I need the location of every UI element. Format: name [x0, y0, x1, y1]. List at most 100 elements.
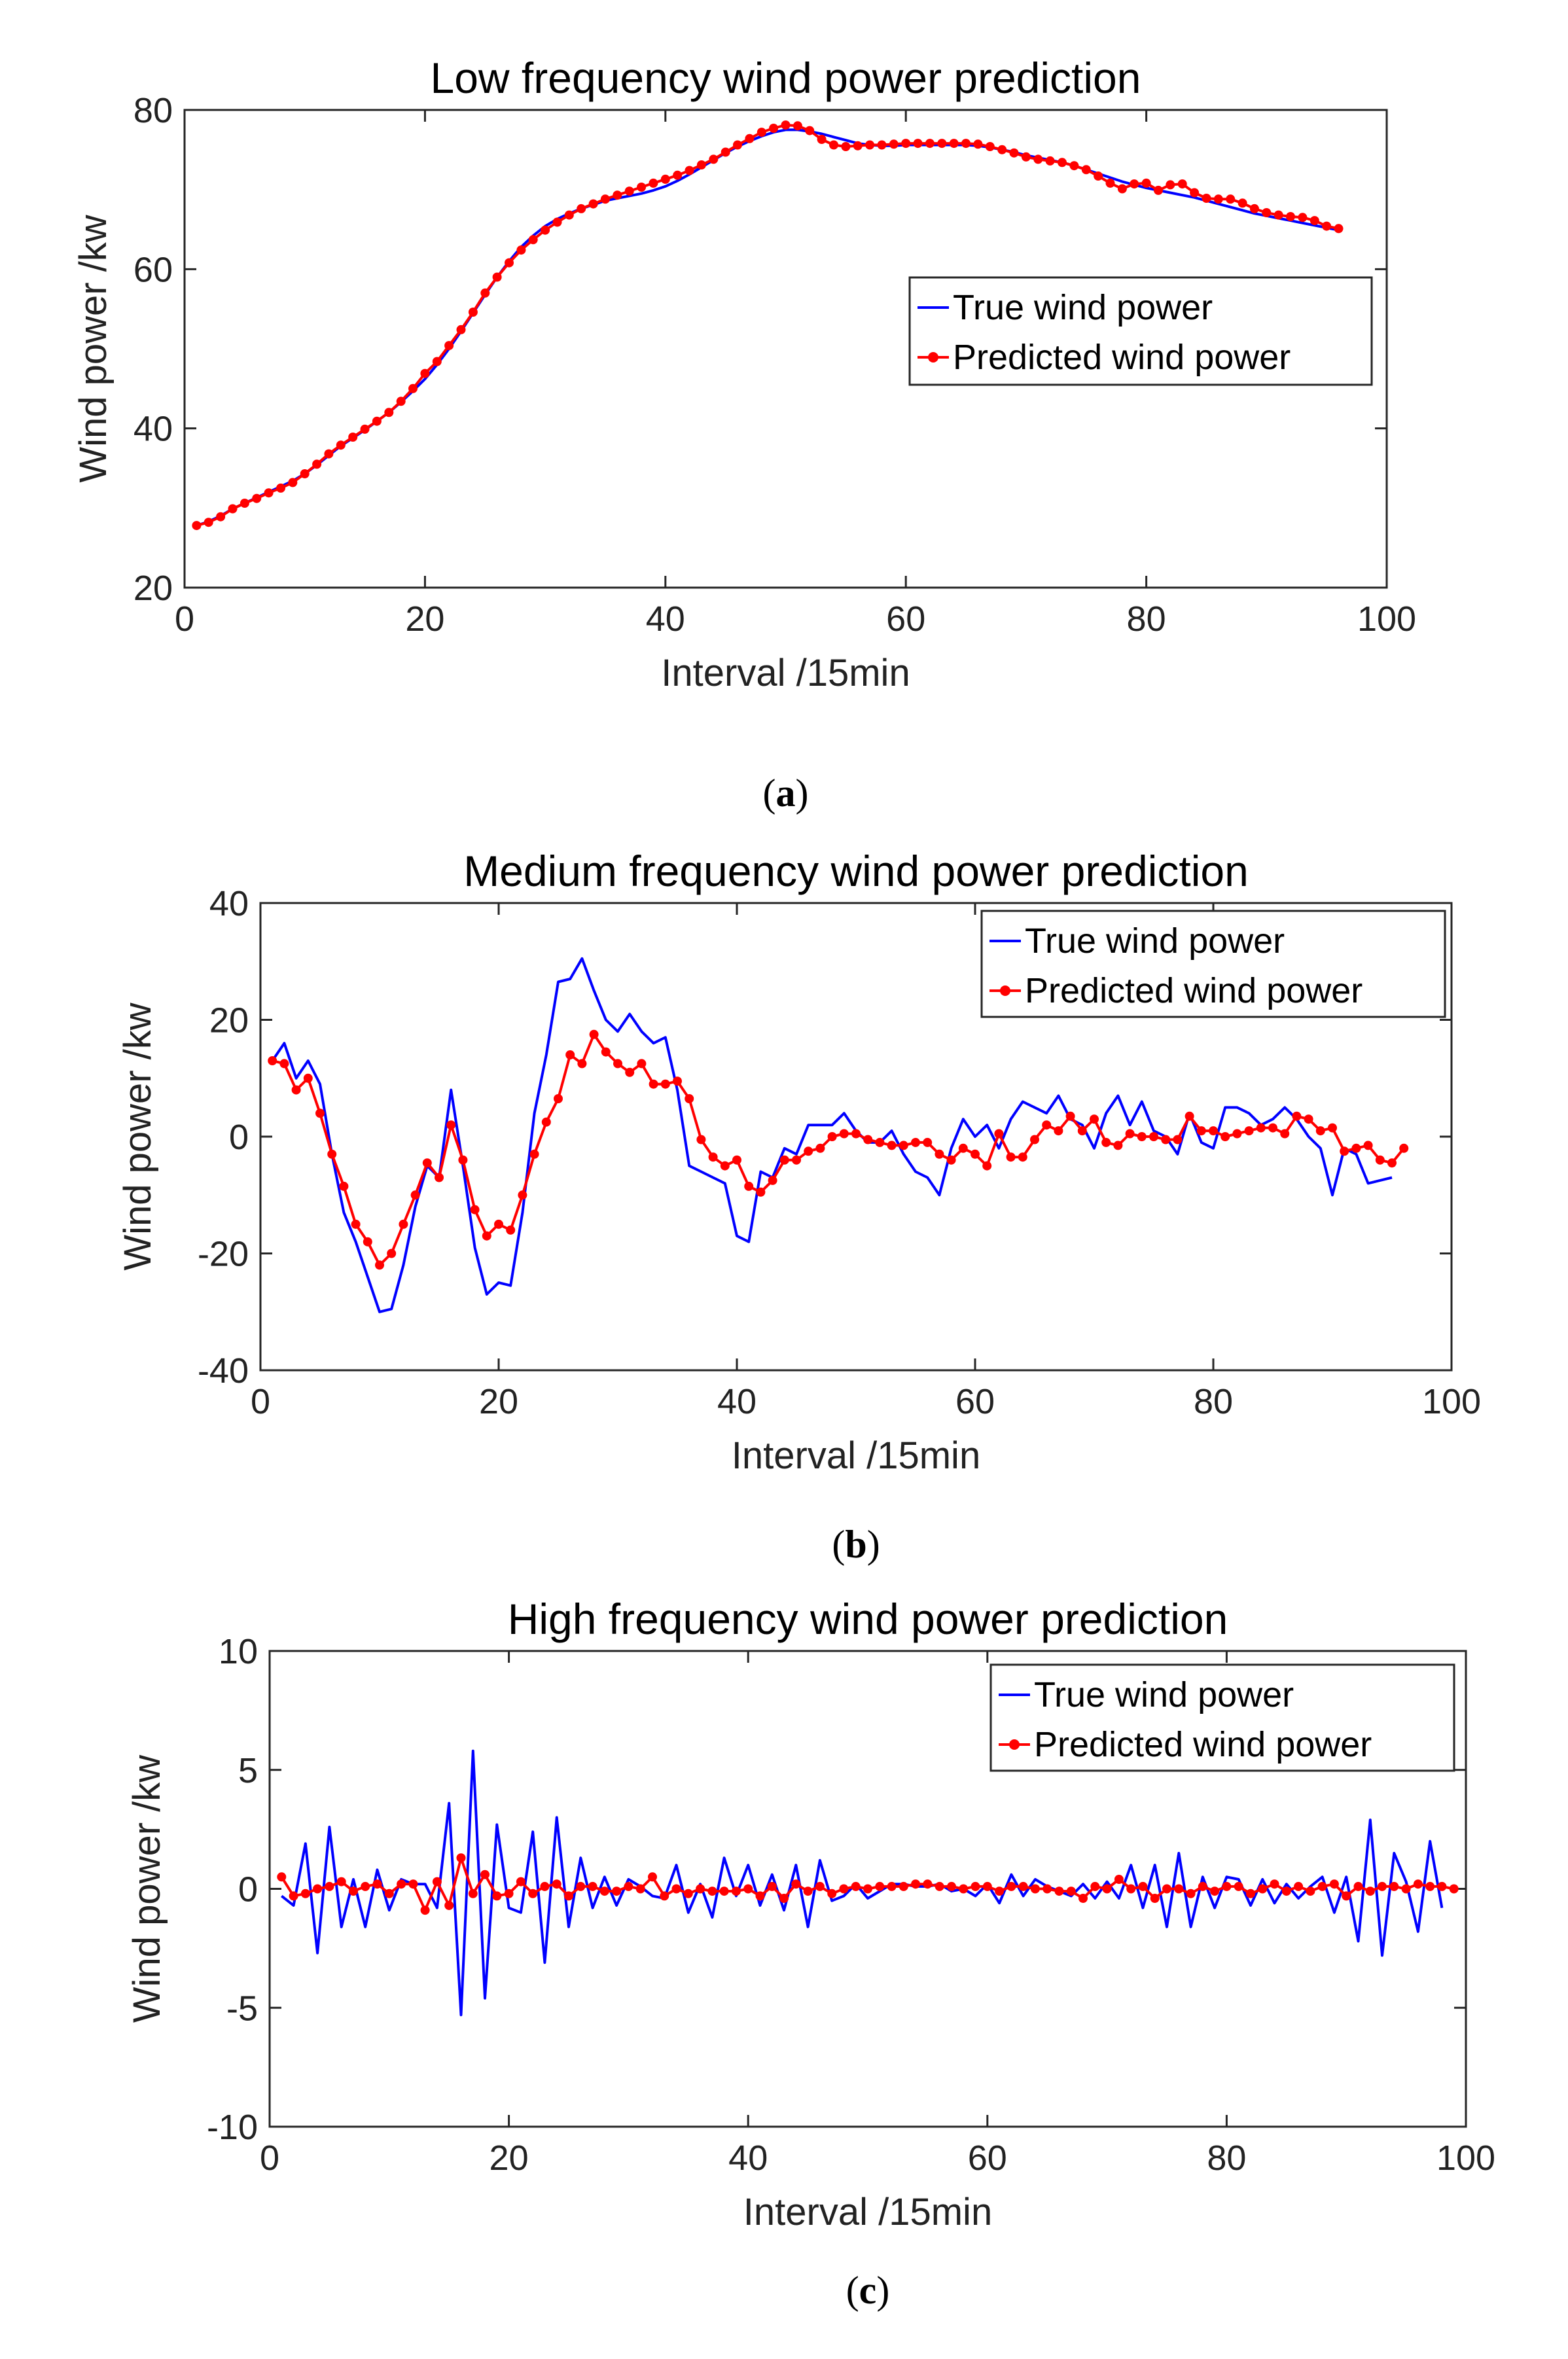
predicted-point — [1292, 1111, 1302, 1121]
predicted-point — [637, 1059, 647, 1069]
predicted-point — [959, 1884, 969, 1894]
predicted-point — [1173, 1135, 1183, 1144]
predicted-point — [1329, 1879, 1339, 1889]
predicted-point — [648, 1872, 657, 1882]
predicted-point — [300, 469, 310, 478]
predicted-point — [458, 1155, 468, 1165]
predicted-point — [516, 245, 526, 255]
predicted-point — [781, 120, 791, 130]
predicted-point — [384, 1889, 394, 1898]
predicted-point — [1258, 1884, 1268, 1894]
predicted-point — [887, 1141, 897, 1150]
predicted-point — [745, 133, 755, 143]
predicted-point — [492, 1891, 502, 1901]
predicted-point — [468, 1889, 478, 1898]
legend-label-predicted: Predicted wind power — [1025, 971, 1363, 1010]
predicted-point — [958, 1143, 968, 1153]
predicted-point — [1021, 152, 1031, 162]
predicted-point — [733, 140, 742, 150]
predicted-point — [875, 1137, 885, 1147]
x-tick-label: 60 — [968, 2138, 1007, 2178]
x-axis-label: Interval /15min — [743, 2191, 992, 2233]
predicted-point — [1162, 1884, 1171, 1894]
predicted-point — [683, 1889, 693, 1898]
predicted-point — [815, 1143, 825, 1153]
predicted-point — [1125, 1129, 1135, 1139]
predicted-point — [1161, 1135, 1171, 1144]
predicted-point — [911, 1879, 921, 1889]
y-tick-label: 60 — [134, 250, 173, 289]
predicted-point — [994, 1129, 1004, 1139]
predicted-point — [696, 160, 706, 169]
predicted-point — [577, 1059, 587, 1069]
predicted-point — [1244, 1126, 1254, 1136]
predicted-point — [721, 147, 730, 157]
predicted-point — [949, 139, 959, 149]
x-tick-label: 80 — [1127, 599, 1166, 639]
predicted-point — [707, 1887, 717, 1896]
predicted-point — [1363, 1141, 1373, 1150]
predicted-point — [529, 1149, 539, 1159]
predicted-point — [1322, 221, 1332, 231]
predicted-point — [899, 1881, 908, 1891]
predicted-point — [731, 1887, 741, 1896]
predicted-point — [1232, 1129, 1242, 1139]
predicted-point — [1030, 1135, 1039, 1144]
predicted-point — [1234, 1881, 1243, 1891]
predicted-point — [589, 1029, 599, 1039]
predicted-point — [348, 433, 358, 442]
predicted-point — [1328, 1123, 1337, 1133]
predicted-point — [1030, 1884, 1040, 1894]
y-tick-label: 0 — [238, 1870, 258, 1909]
predicted-point — [839, 1884, 849, 1894]
predicted-point — [446, 1120, 456, 1130]
predicted-point — [1262, 208, 1272, 217]
predicted-point — [1256, 1123, 1266, 1133]
predicted-point — [1246, 1889, 1255, 1898]
predicted-point — [601, 1047, 611, 1057]
predicted-point — [791, 1879, 801, 1889]
predicted-point — [1202, 194, 1211, 203]
predicted-point — [480, 288, 490, 298]
predicted-point — [982, 1161, 992, 1171]
predicted-point — [624, 186, 634, 196]
predicted-point — [637, 183, 647, 192]
predicted-point — [625, 1067, 635, 1077]
y-tick-label: 20 — [209, 1001, 249, 1040]
predicted-point — [363, 1237, 372, 1247]
predicted-point — [1340, 1146, 1349, 1156]
predicted-point — [1105, 178, 1115, 188]
predicted-point — [660, 1891, 669, 1901]
predicted-point — [289, 1891, 298, 1901]
legend-box — [989, 1663, 1455, 1772]
legend-marker-predicted — [928, 352, 938, 363]
predicted-point — [720, 1161, 730, 1171]
predicted-point — [325, 1881, 334, 1891]
y-axis-label: Wind power /kw — [116, 1002, 159, 1270]
predicted-point — [1154, 185, 1163, 195]
predicted-point — [769, 124, 779, 133]
x-tick-label: 40 — [646, 599, 685, 639]
predicted-point — [877, 140, 887, 150]
predicted-point — [384, 408, 394, 417]
predicted-point — [649, 1079, 658, 1089]
predicted-point — [1102, 1884, 1112, 1894]
predicted-point — [851, 1129, 861, 1139]
predicted-point — [361, 1881, 370, 1891]
y-tick-label: 20 — [134, 569, 173, 608]
predicted-point — [279, 1059, 289, 1069]
predicted-point — [1137, 1132, 1147, 1141]
predicted-point — [1101, 1137, 1111, 1147]
x-tick-label: 20 — [490, 2138, 529, 2178]
predicted-point — [351, 1219, 361, 1229]
predicted-point — [803, 1887, 813, 1896]
predicted-point — [435, 1173, 444, 1182]
predicted-point — [1389, 1881, 1399, 1891]
predicted-point — [444, 341, 454, 351]
legend: True wind power Predicted wind power — [980, 910, 1446, 1018]
predicted-point — [829, 140, 838, 150]
predicted-point — [1078, 1894, 1088, 1903]
predicted-point — [732, 1155, 741, 1165]
predicted-point — [1437, 1881, 1447, 1891]
